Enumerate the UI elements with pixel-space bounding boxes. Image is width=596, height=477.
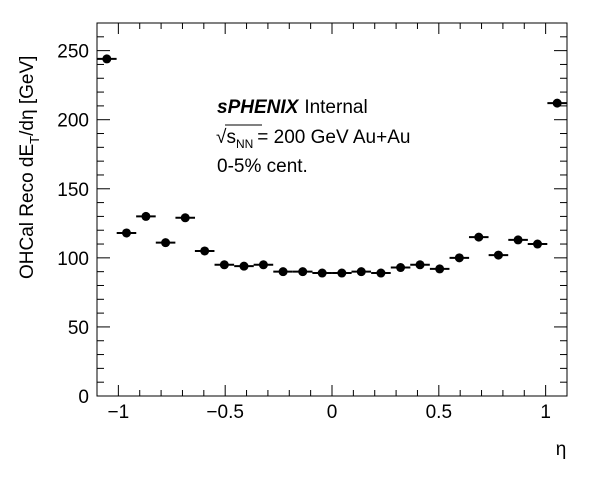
point-marker bbox=[258, 260, 268, 270]
point-marker bbox=[200, 246, 210, 256]
point-marker bbox=[474, 232, 484, 242]
data-point bbox=[488, 250, 509, 260]
data-point bbox=[194, 246, 215, 256]
y-axis-title-main: OHCal Reco dE bbox=[17, 144, 38, 279]
y-tick-label: 200 bbox=[57, 111, 89, 132]
x-tick-label: −1 bbox=[108, 402, 130, 423]
point-marker bbox=[356, 267, 366, 277]
data-point bbox=[155, 238, 176, 248]
point-marker bbox=[239, 261, 249, 271]
annotation-experiment: sPHENIX Internal bbox=[217, 97, 368, 118]
data-point bbox=[449, 253, 470, 263]
point-marker bbox=[454, 253, 464, 263]
data-point bbox=[371, 268, 391, 278]
data-point bbox=[273, 267, 293, 277]
data-point bbox=[390, 263, 411, 273]
y-tick-label: 100 bbox=[57, 249, 89, 270]
data-point bbox=[116, 228, 137, 238]
point-marker bbox=[415, 260, 425, 270]
data-point bbox=[136, 211, 156, 221]
x-tick-label: 0 bbox=[327, 402, 338, 423]
x-tick-label: 1 bbox=[540, 402, 551, 423]
data-point bbox=[175, 213, 196, 223]
point-marker bbox=[552, 98, 562, 108]
point-marker bbox=[317, 268, 327, 278]
point-marker bbox=[396, 263, 406, 273]
x-axis-title: η bbox=[556, 439, 567, 460]
point-marker bbox=[493, 250, 503, 260]
point-marker bbox=[161, 238, 171, 248]
sqrt-symbol: √ bbox=[216, 127, 227, 148]
data-point bbox=[312, 268, 332, 278]
data-point bbox=[468, 232, 489, 242]
data-point bbox=[527, 239, 548, 249]
point-marker bbox=[337, 268, 347, 278]
point-marker bbox=[278, 267, 288, 277]
x-tick-label: −0.5 bbox=[206, 402, 244, 423]
point-marker bbox=[376, 268, 386, 278]
data-points bbox=[97, 54, 567, 278]
y-tick-label: 250 bbox=[57, 42, 89, 63]
data-point bbox=[332, 268, 352, 278]
point-marker bbox=[219, 260, 229, 270]
annotation-centrality: 0-5% cent. bbox=[217, 156, 308, 177]
data-point bbox=[508, 235, 528, 245]
energy-rest: = 200 GeV Au+Au bbox=[257, 127, 410, 148]
y-axis-title: OHCal Reco dET/dη [GeV] bbox=[17, 56, 42, 279]
y-axis-title-sub: T bbox=[27, 136, 42, 144]
data-point bbox=[429, 264, 450, 274]
energy-sub: NN bbox=[236, 137, 253, 151]
data-point bbox=[292, 267, 313, 277]
point-marker bbox=[533, 239, 543, 249]
x-tick-label: 0.5 bbox=[426, 402, 452, 423]
point-marker bbox=[513, 235, 523, 245]
data-point bbox=[351, 267, 372, 277]
data-point bbox=[97, 54, 117, 64]
y-tick-label: 150 bbox=[57, 180, 89, 201]
experiment-label: sPHENIX bbox=[217, 97, 300, 118]
y-axis-title-tail: /dη [GeV] bbox=[17, 56, 38, 136]
y-tick-label: 0 bbox=[78, 387, 89, 408]
data-point bbox=[547, 98, 567, 108]
data-point bbox=[410, 260, 430, 270]
point-marker bbox=[435, 264, 445, 274]
data-point bbox=[253, 260, 274, 270]
data-point bbox=[234, 261, 254, 271]
plot-frame bbox=[96, 22, 568, 397]
y-tick-label: 50 bbox=[68, 318, 89, 339]
axis-ticks: −1 −0.5 0 0.5 1 0 50 100 150 200 250 bbox=[57, 22, 568, 423]
point-marker bbox=[102, 54, 112, 64]
annotation-energy: √sNN = 200 GeV Au+Au bbox=[216, 127, 410, 151]
point-marker bbox=[180, 213, 190, 223]
status-label: Internal bbox=[304, 97, 367, 118]
point-marker bbox=[141, 211, 151, 221]
point-marker bbox=[298, 267, 308, 277]
data-point bbox=[214, 260, 235, 270]
point-marker bbox=[121, 228, 131, 238]
energy-s: s bbox=[226, 127, 236, 148]
